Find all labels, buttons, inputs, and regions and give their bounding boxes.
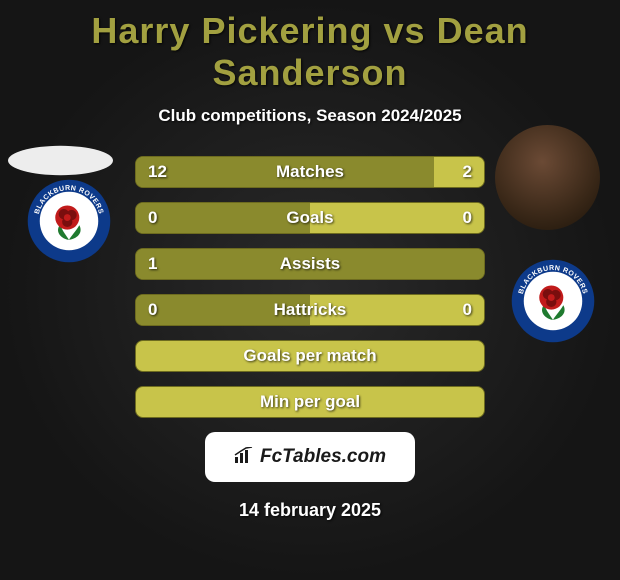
club-badge-left: BLACKBURN ROVERS ARTE ET LABORE	[26, 178, 112, 264]
stat-label: Goals per match	[243, 346, 376, 366]
subtitle: Club competitions, Season 2024/2025	[0, 106, 620, 126]
club-badge-right: BLACKBURN ROVERS ARTE ET LABORE	[510, 258, 596, 344]
date-label: 14 february 2025	[0, 500, 620, 521]
player-left-avatar	[8, 146, 113, 175]
stat-left-value: 12	[148, 162, 167, 182]
stat-row: 1 Assists	[135, 248, 485, 280]
watermark-text: FcTables.com	[260, 446, 386, 468]
chart-icon	[234, 447, 254, 468]
stat-row: 0 0 Hattricks	[135, 294, 485, 326]
stat-label: Hattricks	[274, 300, 347, 320]
stat-label: Goals	[286, 208, 333, 228]
stat-row: 12 2 Matches	[135, 156, 485, 188]
watermark: FcTables.com	[205, 432, 415, 482]
stat-right-value: 0	[463, 300, 472, 320]
stat-row: Goals per match	[135, 340, 485, 372]
stat-left-value: 0	[148, 300, 157, 320]
stat-row: Min per goal	[135, 386, 485, 418]
stat-right-value: 0	[463, 208, 472, 228]
bar-fill-left	[136, 203, 310, 233]
stat-label: Min per goal	[260, 392, 360, 412]
page-title: Harry Pickering vs Dean Sanderson	[0, 0, 620, 94]
stat-left-value: 1	[148, 254, 157, 274]
stat-label: Matches	[276, 162, 344, 182]
player-right-avatar	[495, 125, 600, 230]
stat-right-value: 2	[463, 162, 472, 182]
bar-fill-right	[310, 203, 484, 233]
stat-row: 0 0 Goals	[135, 202, 485, 234]
bar-fill-right	[434, 157, 484, 187]
stat-label: Assists	[280, 254, 340, 274]
stat-left-value: 0	[148, 208, 157, 228]
